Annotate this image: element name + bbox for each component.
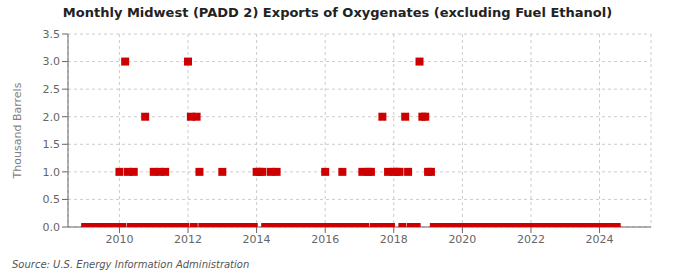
svg-text:1.5: 1.5 bbox=[43, 138, 61, 151]
svg-text:3.0: 3.0 bbox=[43, 55, 61, 68]
svg-text:2014: 2014 bbox=[243, 233, 271, 246]
svg-text:2022: 2022 bbox=[517, 233, 545, 246]
svg-text:2.5: 2.5 bbox=[43, 83, 61, 96]
svg-text:2010: 2010 bbox=[105, 233, 133, 246]
html-text:Monthly Midwest (PADD 2) Expor: Monthly Midwest (PADD 2) Exports of Oxyg… bbox=[62, 5, 613, 20]
svg-text:2012: 2012 bbox=[174, 233, 202, 246]
svg-text:1.0: 1.0 bbox=[43, 166, 61, 179]
svg-text:3.5: 3.5 bbox=[43, 28, 61, 41]
svg-text:2016: 2016 bbox=[311, 233, 339, 246]
svg-text:2024: 2024 bbox=[586, 233, 614, 246]
svg-text:Thousand Barrels: Thousand Barrels bbox=[11, 82, 24, 179]
svg-text:0.5: 0.5 bbox=[43, 193, 61, 206]
html-text:Source: U.S. Energy Informatio: Source: U.S. Energy Information Administ… bbox=[12, 259, 250, 270]
svg-text:0.0: 0.0 bbox=[43, 221, 61, 234]
svg-text:2018: 2018 bbox=[380, 233, 408, 246]
svg-text:2020: 2020 bbox=[448, 233, 476, 246]
svg-text:2.0: 2.0 bbox=[43, 111, 61, 124]
